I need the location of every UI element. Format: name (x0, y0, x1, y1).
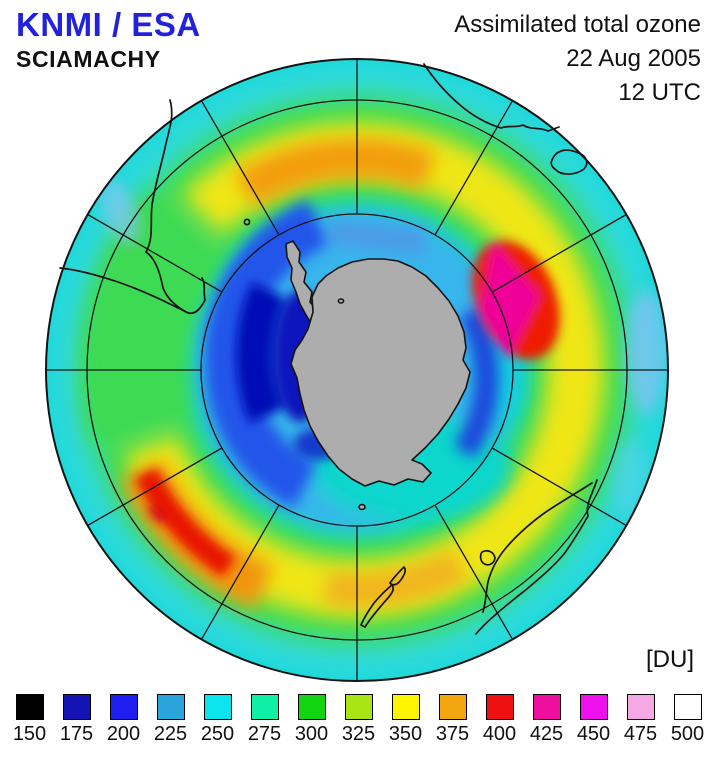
colorbar-entry: 400 (476, 694, 523, 746)
colorbar-swatch (15, 694, 44, 720)
antarctic-island (337, 298, 345, 304)
colorbar-label: 150 (12, 723, 47, 745)
colorbar-entry: 150 (6, 694, 53, 746)
colorbar-label: 350 (388, 723, 423, 745)
colorbar-swatch (673, 694, 702, 720)
madagascar (550, 149, 588, 175)
agency-title: KNMI / ESA (16, 6, 201, 43)
colorbar-swatch (579, 694, 608, 720)
plot-title: Assimilated total ozone (454, 11, 701, 38)
australia-south-coast (482, 482, 593, 613)
colorbar-label: 200 (106, 723, 141, 745)
colorbar-swatch (62, 694, 91, 720)
new-zealand-north-island (389, 566, 407, 586)
colorbar-entry: 425 (523, 694, 570, 746)
meridian-line (87, 447, 223, 527)
coastlines (59, 63, 598, 635)
graticule (45, 58, 669, 682)
colorbar-swatch (109, 694, 138, 720)
antarctica-mainland (290, 258, 471, 487)
colorbar-swatch (626, 694, 655, 720)
colorbar-label: 325 (341, 723, 376, 745)
meridian-line (434, 100, 514, 236)
colorbar-entry: 325 (335, 694, 382, 746)
colorbar-entry: 450 (570, 694, 617, 746)
south-america-east-coast (145, 99, 206, 315)
colorbar-swatch (438, 694, 467, 720)
tasmania (479, 549, 496, 566)
meridian-line (200, 504, 280, 640)
header-left: KNMI / ESA SCIAMACHY (16, 6, 201, 73)
colorbar-label: 475 (623, 723, 658, 745)
colorbar-label: 175 (59, 723, 94, 745)
colorbar-entry: 350 (382, 694, 429, 746)
colorbar-label: 400 (482, 723, 517, 745)
meridian-line (491, 213, 627, 293)
colorbar: 150 175 200 225 250 275 300 325 350 375 400 425 450 4… (6, 694, 711, 746)
unit-label: [DU] (646, 646, 694, 673)
south-america-west-coast (59, 267, 189, 314)
antarctic-island (358, 503, 366, 511)
colorbar-entry: 375 (429, 694, 476, 746)
colorbar-label: 425 (529, 723, 564, 745)
falkland-islands (243, 218, 251, 226)
colorbar-entry: 300 (288, 694, 335, 746)
instrument-title: SCIAMACHY (16, 46, 161, 72)
colorbar-entry: 225 (147, 694, 194, 746)
colorbar-entry: 200 (100, 694, 147, 746)
colorbar-swatch (297, 694, 326, 720)
colorbar-entry: 475 (617, 694, 664, 746)
header-right: Assimilated total ozone 22 Aug 2005 12 U… (454, 8, 701, 110)
meridian-line (200, 100, 280, 236)
colorbar-swatch (391, 694, 420, 720)
australia-east-coast (475, 479, 598, 635)
colorbar-entry: 275 (241, 694, 288, 746)
colorbar-swatch (156, 694, 185, 720)
colorbar-swatch (485, 694, 514, 720)
colorbar-label: 500 (670, 723, 705, 745)
colorbar-label: 450 (576, 723, 611, 745)
meridian-line (87, 213, 223, 293)
colorbar-swatch (203, 694, 232, 720)
colorbar-entry: 250 (194, 694, 241, 746)
colorbar-entry: 500 (664, 694, 711, 746)
antarctica-landmass (285, 240, 471, 511)
meridian-line (434, 504, 514, 640)
colorbar-swatch (344, 694, 373, 720)
colorbar-label: 225 (153, 723, 188, 745)
africa-south-coast (423, 63, 560, 132)
meridian-line (491, 447, 627, 527)
plot-date: 22 Aug 2005 (566, 45, 701, 72)
plot-time: 12 UTC (618, 79, 701, 106)
colorbar-label: 275 (247, 723, 282, 745)
colorbar-label: 375 (435, 723, 470, 745)
colorbar-swatch (250, 694, 279, 720)
colorbar-label: 300 (294, 723, 329, 745)
colorbar-entry: 175 (53, 694, 100, 746)
colorbar-swatch (532, 694, 561, 720)
colorbar-label: 250 (200, 723, 235, 745)
